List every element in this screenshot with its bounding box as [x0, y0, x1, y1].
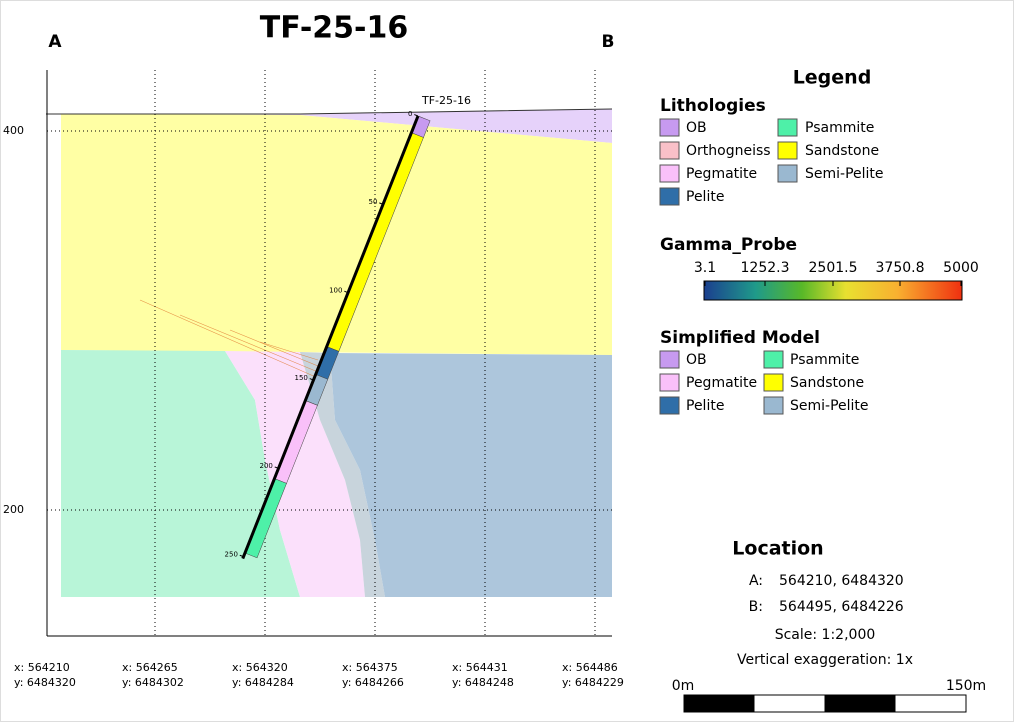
legend-title: Legend [793, 67, 872, 89]
station-x: x: 564265 [122, 661, 178, 674]
legend-section: Lithologies [660, 96, 766, 116]
topography [46, 108, 613, 115]
station-x: x: 564210 [14, 661, 70, 674]
gamma-tick: 2501.5 [809, 260, 858, 276]
legend-item: Sandstone [790, 375, 864, 391]
station-x: x: 564486 [562, 661, 618, 674]
legend-section: Simplified Model [660, 328, 820, 348]
gamma-tick: 1252.3 [741, 260, 790, 276]
depth-label: 250 [225, 551, 238, 559]
legend-item: Pegmatite [686, 166, 757, 182]
exaggeration-text: Vertical exaggeration: 1x [737, 652, 913, 668]
elevation-label: 200 [3, 503, 24, 516]
point-coords: 564495, 6484226 [779, 599, 904, 615]
simplified-legend: OB Pegmatite Pelite Psammite Sandstone S… [659, 350, 869, 415]
unit-semipelite [300, 352, 385, 597]
gamma-tick: 3750.8 [876, 260, 925, 276]
legend-section: Gamma_Probe [660, 235, 797, 255]
scale-bar-start: 0m [672, 678, 695, 694]
station-y: y: 6484320 [14, 676, 76, 689]
gamma-tick: 3.1 [694, 260, 716, 276]
depth-label: 150 [294, 374, 307, 382]
lithology-legend: OB Orthogneiss Pegmatite Pelite Psammite… [659, 118, 884, 206]
depth-label: 50 [369, 198, 378, 206]
station-x: x: 564375 [342, 661, 398, 674]
unit-pelite [330, 353, 612, 597]
title: TF-25-16 [260, 11, 408, 46]
legend-item: Pegmatite [686, 375, 757, 391]
gamma-legend: 3.1 1252.3 2501.5 3750.8 5000 [694, 260, 979, 301]
legend-item: Orthogneiss [686, 143, 771, 159]
legend-item: Semi-Pelite [790, 398, 869, 414]
legend-item: Semi-Pelite [805, 166, 884, 182]
drillhole: 0 50 100 150 200 250 [225, 110, 431, 560]
depth-label: 200 [260, 462, 273, 470]
scale-text: Scale: 1:2,000 [775, 627, 876, 643]
label-b: B [602, 32, 615, 52]
station-x: x: 564431 [452, 661, 508, 674]
scale-bar-end: 150m [946, 678, 986, 694]
legend-item: Pelite [686, 398, 724, 414]
section [46, 108, 613, 597]
point-label: A: [749, 573, 763, 589]
legend-item: Psammite [805, 120, 874, 136]
unit-pegmatite [225, 351, 365, 597]
elevation-label: 400 [3, 124, 24, 137]
legend-item: OB [686, 352, 707, 368]
legend-item: Sandstone [805, 143, 879, 159]
label-a: A [48, 32, 62, 52]
gamma-trace [139, 299, 319, 379]
stations: x: 564210 y: 6484320 x: 564265 y: 648430… [14, 661, 624, 689]
station-y: y: 6484284 [232, 676, 294, 689]
station-y: y: 6484266 [342, 676, 404, 689]
point-coords: 564210, 6484320 [779, 573, 904, 589]
depth-label: 0 [408, 110, 412, 118]
legend-item: OB [686, 120, 707, 136]
station-y: y: 6484248 [452, 676, 514, 689]
station-y: y: 6484229 [562, 676, 624, 689]
grid [46, 70, 612, 637]
legend-item: Psammite [790, 352, 859, 368]
station-y: y: 6484302 [122, 676, 184, 689]
gamma-tick: 5000 [943, 260, 979, 276]
unit-ob [61, 109, 612, 143]
unit-psammite [61, 350, 300, 597]
legend-item: Pelite [686, 189, 724, 205]
scale-bar [683, 694, 967, 713]
point-label: B: [749, 599, 763, 615]
drillhole-name: TF-25-16 [421, 94, 471, 107]
depth-label: 100 [329, 286, 342, 294]
unit-sandstone [61, 114, 612, 355]
location-title: Location [732, 538, 823, 560]
station-x: x: 564320 [232, 661, 288, 674]
